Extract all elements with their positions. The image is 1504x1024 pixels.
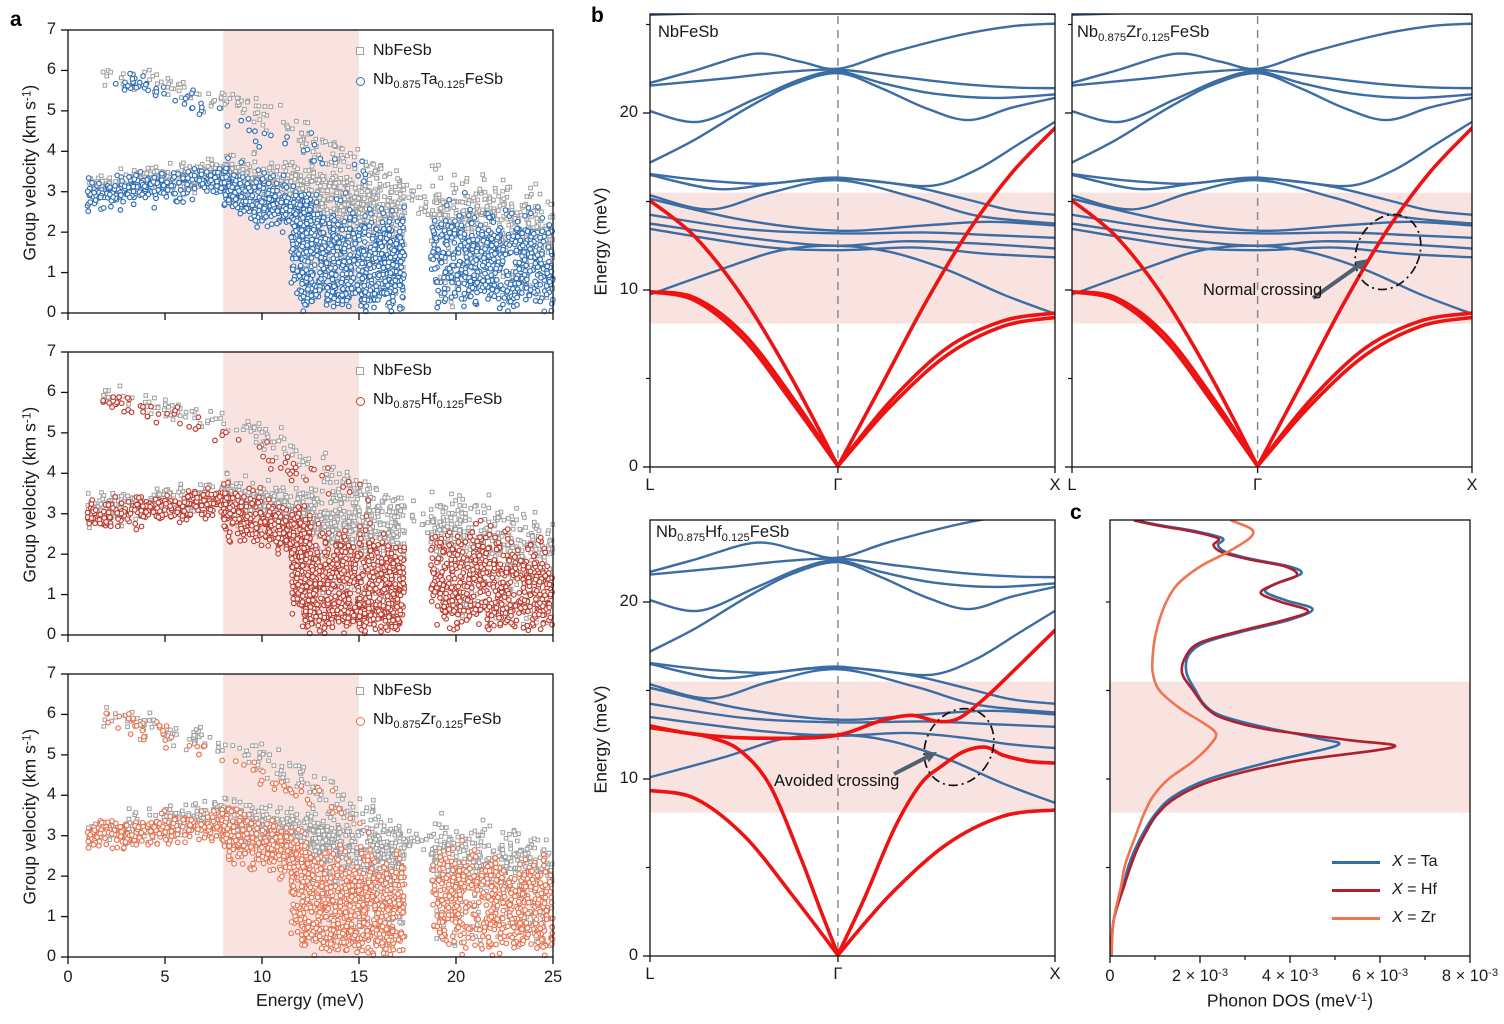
scatter-series-doped: [84, 70, 556, 315]
a1-legend: NbFeSb Nb0.875Ta0.125FeSb: [356, 36, 503, 96]
line-swatch-icon: [1332, 916, 1380, 920]
panel-label-a: a: [10, 8, 22, 31]
panel-a-plot-3: [61, 673, 556, 964]
a3-legend-doped-label: Nb0.875Zr0.125FeSb: [373, 711, 502, 731]
panel-a-plot-2: [61, 351, 556, 642]
a3-legend-item-doped: Nb0.875Zr0.125FeSb: [356, 706, 501, 736]
a1-legend-item-doped: Nb0.875Ta0.125FeSb: [356, 66, 503, 96]
a1-y-axis-label: Group velocity (km s-1): [19, 84, 40, 261]
a3-y-axis-label: Group velocity (km s-1): [19, 728, 40, 905]
scatter-series-doped: [84, 710, 556, 959]
c-legend-zr-label: X = Zr: [1392, 909, 1437, 926]
panel-b-plot-2: [1065, 13, 1473, 473]
b1-title: NbFeSb: [658, 23, 719, 41]
b3-title: Nb0.875Hf0.125FeSb: [656, 523, 790, 544]
b2-title: Nb0.875Zr0.125FeSb: [1077, 23, 1210, 44]
a2-legend-item-doped: Nb0.875Hf0.125FeSb: [356, 386, 502, 416]
c-legend-hf-label: X = Hf: [1392, 881, 1437, 898]
a2-legend-item-base: NbFeSb: [356, 356, 502, 386]
c-legend-item-zr: X = Zr: [1332, 904, 1438, 932]
dos-curve-3: [1110, 520, 1255, 956]
panel-a-plot-1: [61, 29, 556, 320]
normal-crossing-annotation: Normal crossing: [1203, 281, 1323, 299]
open-square-marker-icon: [356, 687, 364, 695]
a3-legend-item-base: NbFeSb: [356, 676, 501, 706]
open-square-marker-icon: [356, 367, 364, 375]
c-x-axis-label: Phonon DOS (meV-1): [1206, 990, 1374, 1011]
a3-legend-base-label: NbFeSb: [373, 682, 432, 699]
a2-y-axis-label: Group velocity (km s-1): [19, 406, 40, 583]
c-legend-ta-label: X = Ta: [1392, 853, 1438, 870]
open-square-marker-icon: [356, 47, 364, 55]
a1-legend-doped-label: Nb0.875Ta0.125FeSb: [373, 71, 504, 91]
c-legend-item-ta: X = Ta: [1332, 848, 1438, 876]
a3-legend: NbFeSb Nb0.875Zr0.125FeSb: [356, 676, 501, 736]
open-circle-marker-icon: [356, 76, 365, 86]
open-circle-marker-icon: [356, 716, 365, 726]
panel-label-c: c: [1070, 501, 1082, 524]
open-circle-marker-icon: [356, 396, 365, 406]
dos-curve-2: [1110, 520, 1397, 956]
panel-b-plot-3: [643, 519, 1056, 962]
panel-label-b: b: [591, 4, 604, 27]
a2-legend: NbFeSb Nb0.875Hf0.125FeSb: [356, 356, 502, 416]
a-x-axis-label: Energy (meV): [256, 990, 364, 1010]
panel-c-plot: [1106, 519, 1471, 963]
a1-legend-base-label: NbFeSb: [373, 42, 432, 59]
line-swatch-icon: [1332, 888, 1380, 892]
c-legend-item-hf: X = Hf: [1332, 876, 1438, 904]
avoided-crossing-annotation: Avoided crossing: [774, 772, 900, 790]
b3-y-axis-label: Energy (meV): [590, 685, 611, 794]
scatter-series-doped: [84, 394, 555, 637]
b1-y-axis-label: Energy (meV): [590, 187, 611, 296]
panel-b-plot-1: [643, 13, 1056, 473]
line-swatch-icon: [1332, 860, 1380, 864]
c-legend: X = Ta X = Hf X = Zr: [1332, 848, 1438, 932]
a2-legend-base-label: NbFeSb: [373, 362, 432, 379]
a2-legend-doped-label: Nb0.875Hf0.125FeSb: [373, 391, 503, 411]
a1-legend-item-base: NbFeSb: [356, 36, 503, 66]
